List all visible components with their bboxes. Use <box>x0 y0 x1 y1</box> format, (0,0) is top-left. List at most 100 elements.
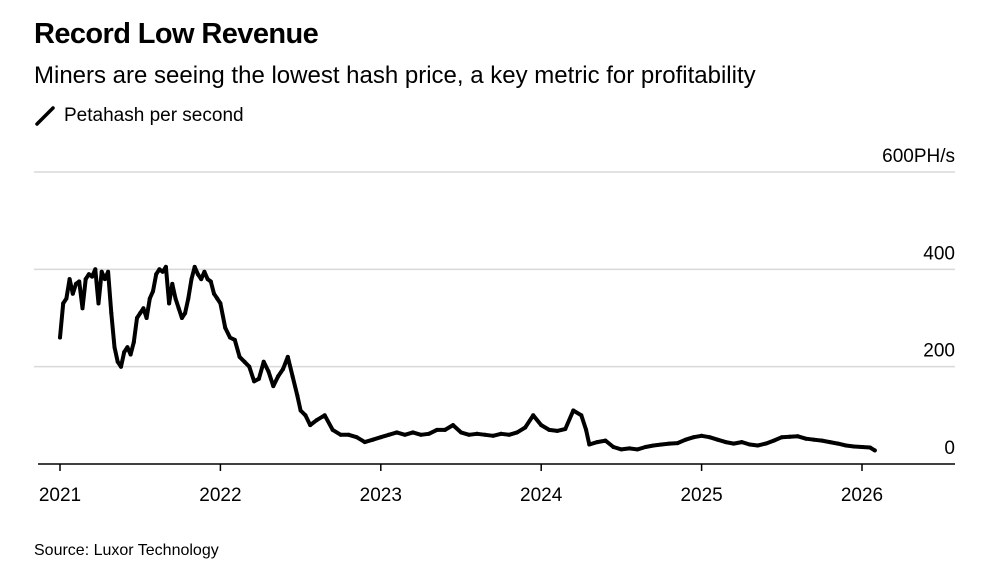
x-tick-label-2025: 2025 <box>680 485 722 506</box>
x-tick-label-2021: 2021 <box>39 485 81 506</box>
data-point <box>699 433 704 438</box>
data-point <box>192 264 197 269</box>
data-point <box>346 432 351 437</box>
data-point <box>119 364 123 369</box>
data-point <box>228 335 232 340</box>
data-point <box>163 264 168 269</box>
data-point <box>183 311 188 316</box>
data-point <box>199 277 204 282</box>
data-point <box>747 442 752 447</box>
data-point <box>322 413 327 418</box>
data-point <box>683 437 688 442</box>
data-point <box>362 440 367 445</box>
gridlines <box>34 171 955 368</box>
data-point <box>215 296 220 301</box>
data-point <box>131 340 136 345</box>
data-point <box>261 359 266 364</box>
data-point <box>723 440 728 445</box>
data-point <box>827 440 832 445</box>
data-point <box>202 269 207 274</box>
data-point <box>603 438 608 443</box>
data-point <box>157 267 162 272</box>
data-point <box>102 277 107 282</box>
data-point <box>651 443 656 448</box>
data-point <box>93 267 98 272</box>
data-point <box>252 379 257 384</box>
data-point <box>90 274 95 279</box>
diagonal-line-icon <box>35 106 55 126</box>
data-point <box>507 432 512 437</box>
data-point <box>803 436 808 441</box>
data-point <box>659 442 664 447</box>
data-point <box>563 427 568 431</box>
data-point <box>112 345 117 350</box>
data-point <box>147 296 152 301</box>
data-point <box>523 425 528 430</box>
data-point <box>247 364 252 369</box>
data-point <box>167 301 172 306</box>
data-point <box>285 354 290 359</box>
data-point <box>755 443 760 448</box>
data-point <box>218 301 223 306</box>
data-point <box>571 408 576 413</box>
data-point <box>731 441 736 446</box>
x-axis: 2021 2022 2023 2024 2025 2026 <box>38 463 955 506</box>
data-point <box>61 301 66 306</box>
data-point <box>99 269 104 274</box>
data-point <box>835 441 840 446</box>
data-point <box>872 448 877 453</box>
data-point <box>170 281 175 286</box>
source-note: Source: Luxor Technology <box>34 542 219 559</box>
data-point <box>205 277 210 282</box>
data-point <box>418 432 423 437</box>
data-point <box>860 445 864 449</box>
data-point <box>271 384 276 389</box>
data-point <box>434 427 439 432</box>
data-point <box>86 272 91 277</box>
data-point <box>266 369 271 374</box>
legend: Petahash per second <box>34 104 244 128</box>
data-point <box>276 374 281 379</box>
data-point <box>811 437 816 442</box>
data-point <box>135 316 139 320</box>
data-point <box>189 277 194 282</box>
data-point <box>499 431 504 436</box>
data-point <box>852 444 856 449</box>
data-point <box>715 437 720 442</box>
data-point <box>74 281 78 286</box>
data-point <box>195 272 200 277</box>
data-point <box>330 427 335 432</box>
data-point <box>451 423 455 428</box>
data-point <box>354 435 359 440</box>
data-point <box>173 296 178 301</box>
data-point <box>308 423 313 428</box>
data-point <box>125 345 130 350</box>
data-point <box>160 269 165 274</box>
chart-title: Record Low Revenue <box>34 18 319 50</box>
data-point <box>595 440 600 445</box>
data-point <box>531 413 536 418</box>
data-point <box>295 393 300 398</box>
data-point <box>394 430 399 435</box>
x-tick-label-2026: 2026 <box>841 485 883 506</box>
data-point <box>584 427 589 432</box>
data-point <box>643 445 648 449</box>
data-point <box>459 430 463 435</box>
data-point <box>763 441 768 446</box>
data-point <box>242 359 247 364</box>
data-point <box>83 277 88 282</box>
data-point <box>483 432 488 437</box>
data-point <box>426 431 431 436</box>
data-point <box>151 289 155 294</box>
data-point <box>154 272 159 277</box>
y-tick-label-0: 0 <box>944 438 955 459</box>
data-point <box>587 442 592 447</box>
y-tick-label-400: 400 <box>923 243 955 264</box>
data-point <box>77 279 82 284</box>
data-point <box>795 434 800 439</box>
data-point <box>58 335 62 340</box>
data-point <box>232 337 237 342</box>
data-point <box>176 306 181 311</box>
data-point <box>141 306 146 311</box>
data-point <box>290 374 295 379</box>
